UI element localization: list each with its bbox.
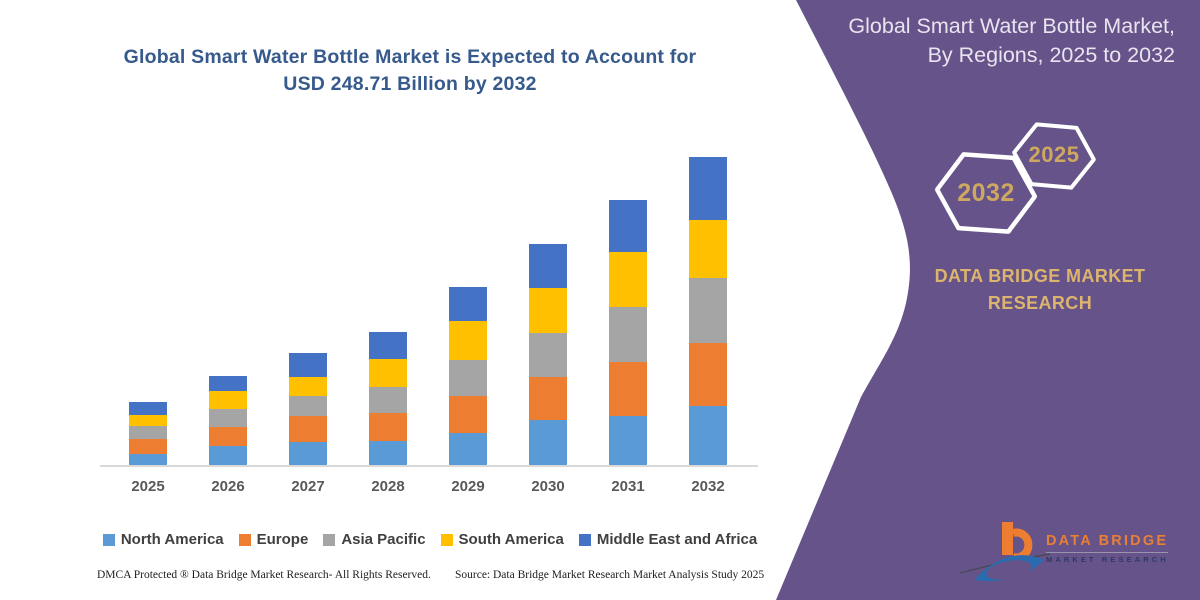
legend-item-middle-east-and-africa: Middle East and Africa (578, 531, 758, 548)
bar-segment-2025-middle-east-and-africa (129, 402, 167, 415)
legend-swatch-icon (440, 533, 453, 546)
bar-segment-2031-middle-east-and-africa (609, 200, 647, 252)
bar-segment-2026-europe (209, 427, 247, 446)
dmca-notice: DMCA Protected ® Data Bridge Market Rese… (97, 569, 431, 581)
bar-segment-2026-middle-east-and-africa (209, 376, 247, 391)
bar-segment-2029-middle-east-and-africa (449, 287, 487, 321)
chart-title-line1: Global Smart Water Bottle Market is Expe… (123, 46, 697, 68)
stacked-bar-plot (100, 150, 760, 465)
bar-segment-2027-asia-pacific (289, 396, 327, 416)
hexagon-2032 (934, 152, 1038, 234)
bar-segment-2031-south-america (609, 252, 647, 307)
bar-segment-2030-middle-east-and-africa (529, 244, 567, 288)
bar-segment-2026-asia-pacific (209, 409, 247, 427)
bar-segment-2026-north-america (209, 446, 247, 465)
bar-segment-2032-europe (689, 343, 727, 406)
hexagon-2025-label: 2025 (1028, 142, 1080, 167)
bar-segment-2030-north-america (529, 420, 567, 465)
bar-segment-2032-north-america (689, 406, 727, 465)
bar-segment-2030-south-america (529, 288, 567, 333)
x-axis-label-2029: 2029 (451, 478, 485, 495)
x-axis-label-2026: 2026 (211, 478, 245, 495)
bar-segment-2031-north-america (609, 416, 647, 465)
legend-label: North America (120, 531, 224, 548)
bar-segment-2032-asia-pacific (689, 278, 727, 343)
legend-label: Asia Pacific (341, 531, 426, 548)
bar-2025 (129, 402, 167, 465)
legend-item-south-america: South America (440, 531, 564, 548)
chart-legend: North America Europe Asia Pacific South Ame… (96, 531, 764, 548)
bar-segment-2025-south-america (129, 415, 167, 426)
bar-segment-2027-south-america (289, 377, 327, 396)
logo-subtitle: MARKET RESEARCH (1046, 555, 1169, 564)
legend-label: Middle East and Africa (596, 531, 758, 548)
logo-words: DATA BRIDGE MARKET RESEARCH (1046, 533, 1172, 564)
bar-segment-2027-europe (289, 416, 327, 442)
bar-segment-2028-asia-pacific (369, 387, 407, 413)
bar-segment-2032-south-america (689, 220, 727, 278)
bar-segment-2027-north-america (289, 442, 327, 465)
legend-swatch-icon (102, 533, 115, 546)
bar-2028 (369, 332, 407, 465)
brand-text-line1: DATA BRIDGE MARKET (934, 266, 1146, 286)
brand-text: DATA BRIDGE MARKET RESEARCH (915, 263, 1165, 317)
x-axis-line (100, 465, 758, 467)
chart-title-line2: USD 248.71 Billion by 2032 (283, 73, 537, 95)
bar-2032 (689, 157, 727, 465)
panel-title: Global Smart Water Bottle Market, By Reg… (755, 12, 1175, 70)
hexagon-2025 (1012, 122, 1096, 190)
legend-swatch-icon (238, 533, 251, 546)
data-bridge-logo-icon (959, 522, 1051, 582)
bar-segment-2027-middle-east-and-africa (289, 353, 327, 377)
bar-segment-2030-europe (529, 377, 567, 420)
bar-segment-2029-europe (449, 396, 487, 433)
bar-segment-2032-middle-east-and-africa (689, 157, 727, 220)
hexagon-2032-label: 2032 (957, 179, 1015, 207)
logo-divider (1046, 552, 1168, 553)
bar-segment-2031-asia-pacific (609, 307, 647, 362)
bar-segment-2029-asia-pacific (449, 360, 487, 396)
legend-swatch-icon (323, 533, 336, 546)
x-axis-label-2032: 2032 (691, 478, 725, 495)
bar-segment-2029-north-america (449, 433, 487, 465)
legend-item-north-america: North America (102, 531, 224, 548)
bar-2031 (609, 200, 647, 465)
legend-item-asia-pacific: Asia Pacific (323, 531, 426, 548)
bar-segment-2025-asia-pacific (129, 426, 167, 439)
bar-segment-2026-south-america (209, 391, 247, 409)
x-axis-label-2030: 2030 (531, 478, 565, 495)
panel-title-line2: By Regions, 2025 to 2032 (927, 43, 1175, 67)
brand-text-line2: RESEARCH (987, 293, 1093, 313)
bar-segment-2031-europe (609, 362, 647, 416)
bar-segment-2028-europe (369, 413, 407, 441)
logo-name: DATA BRIDGE (1046, 533, 1169, 549)
bar-segment-2030-asia-pacific (529, 333, 567, 377)
x-axis-label-2031: 2031 (611, 478, 645, 495)
legend-label: South America (458, 531, 564, 548)
panel-title-line1: Global Smart Water Bottle Market, (848, 14, 1175, 38)
data-bridge-logo: DATA BRIDGE MARKET RESEARCH (958, 516, 1180, 588)
bar-segment-2028-north-america (369, 441, 407, 465)
x-axis-label-2025: 2025 (131, 478, 165, 495)
bar-segment-2028-middle-east-and-africa (369, 332, 407, 359)
legend-swatch-icon (578, 533, 591, 546)
legend-label: Europe (256, 531, 309, 548)
chart-title: Global Smart Water Bottle Market is Expe… (80, 44, 740, 98)
source-note: Source: Data Bridge Market Research Mark… (455, 569, 765, 581)
bar-segment-2025-north-america (129, 454, 167, 465)
bar-2029 (449, 287, 487, 465)
bar-segment-2025-europe (129, 439, 167, 454)
x-axis-labels: 2025 2026 2027 2028 2029 2030 2031 2032 (100, 478, 760, 500)
bar-2026 (209, 376, 247, 465)
x-axis-label-2028: 2028 (371, 478, 405, 495)
bar-2027 (289, 353, 327, 465)
bar-2030 (529, 244, 567, 465)
bar-segment-2029-south-america (449, 321, 487, 360)
bar-segment-2028-south-america (369, 359, 407, 387)
legend-item-europe: Europe (238, 531, 309, 548)
x-axis-label-2027: 2027 (291, 478, 325, 495)
